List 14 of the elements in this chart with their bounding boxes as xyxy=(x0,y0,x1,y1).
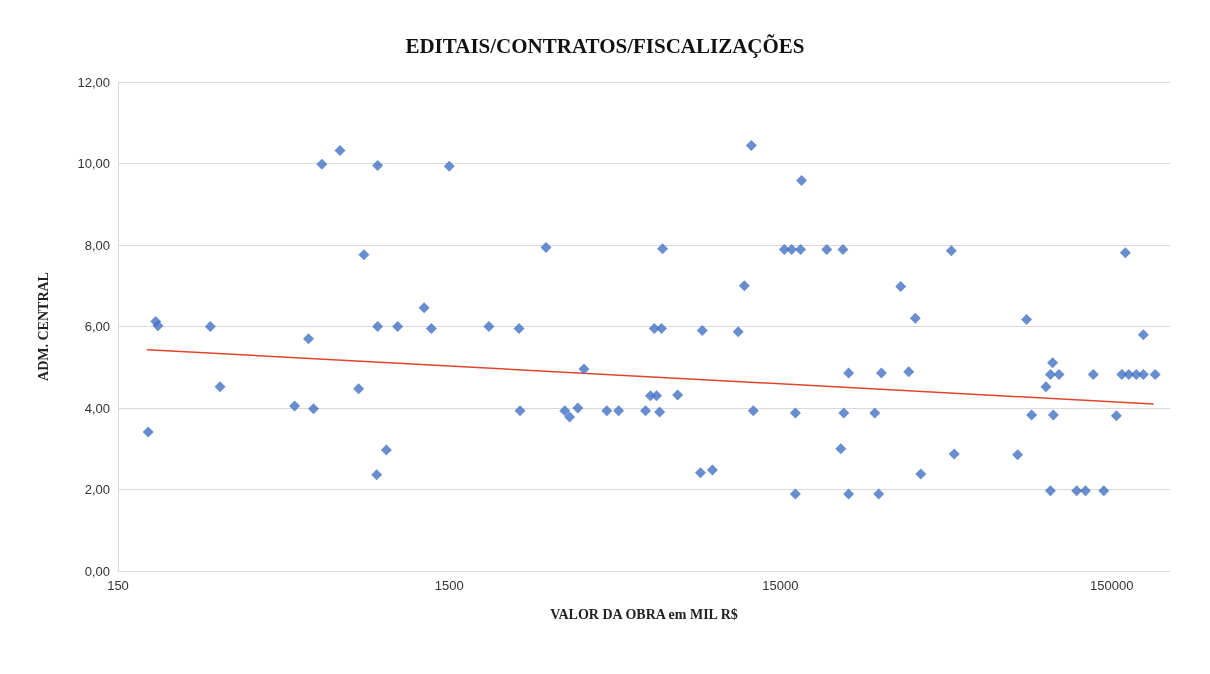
chart-title: EDITAIS/CONTRATOS/FISCALIZAÇÕES xyxy=(405,33,805,58)
y-tick-label: 6,00 xyxy=(84,319,110,334)
y-tick-label: 0,00 xyxy=(84,563,110,579)
x-axis-title: VALOR DA OBRA em MIL R$ xyxy=(550,606,738,622)
y-axis-title: ADM. CENTRAL xyxy=(35,272,51,381)
x-tick-label: 1500 xyxy=(434,578,464,593)
y-tick-label: 8,00 xyxy=(84,237,110,253)
y-tick-label: 12,00 xyxy=(77,74,110,90)
x-tick-label: 150000 xyxy=(1089,578,1134,593)
y-tick-label: 10,00 xyxy=(77,156,110,171)
y-tick-label: 2,00 xyxy=(84,482,110,497)
y-tick-label: 4,00 xyxy=(84,400,110,416)
x-tick-label: 150 xyxy=(107,578,129,593)
x-tick-label: 15000 xyxy=(762,578,799,593)
